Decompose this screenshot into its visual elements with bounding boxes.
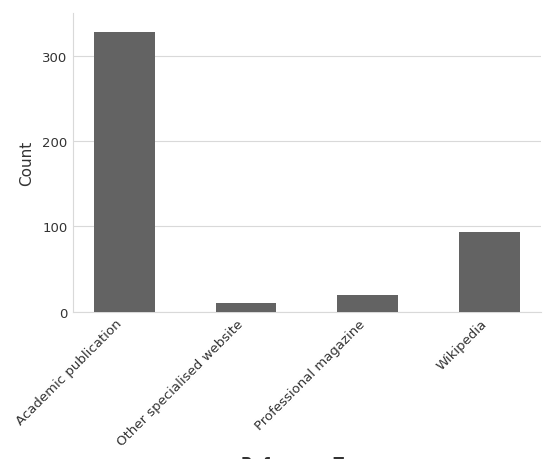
Bar xyxy=(459,233,520,312)
X-axis label: Reference Type: Reference Type xyxy=(240,456,373,459)
Bar xyxy=(94,33,155,312)
Bar xyxy=(215,303,276,312)
Bar xyxy=(338,295,398,312)
Y-axis label: Count: Count xyxy=(19,140,34,185)
